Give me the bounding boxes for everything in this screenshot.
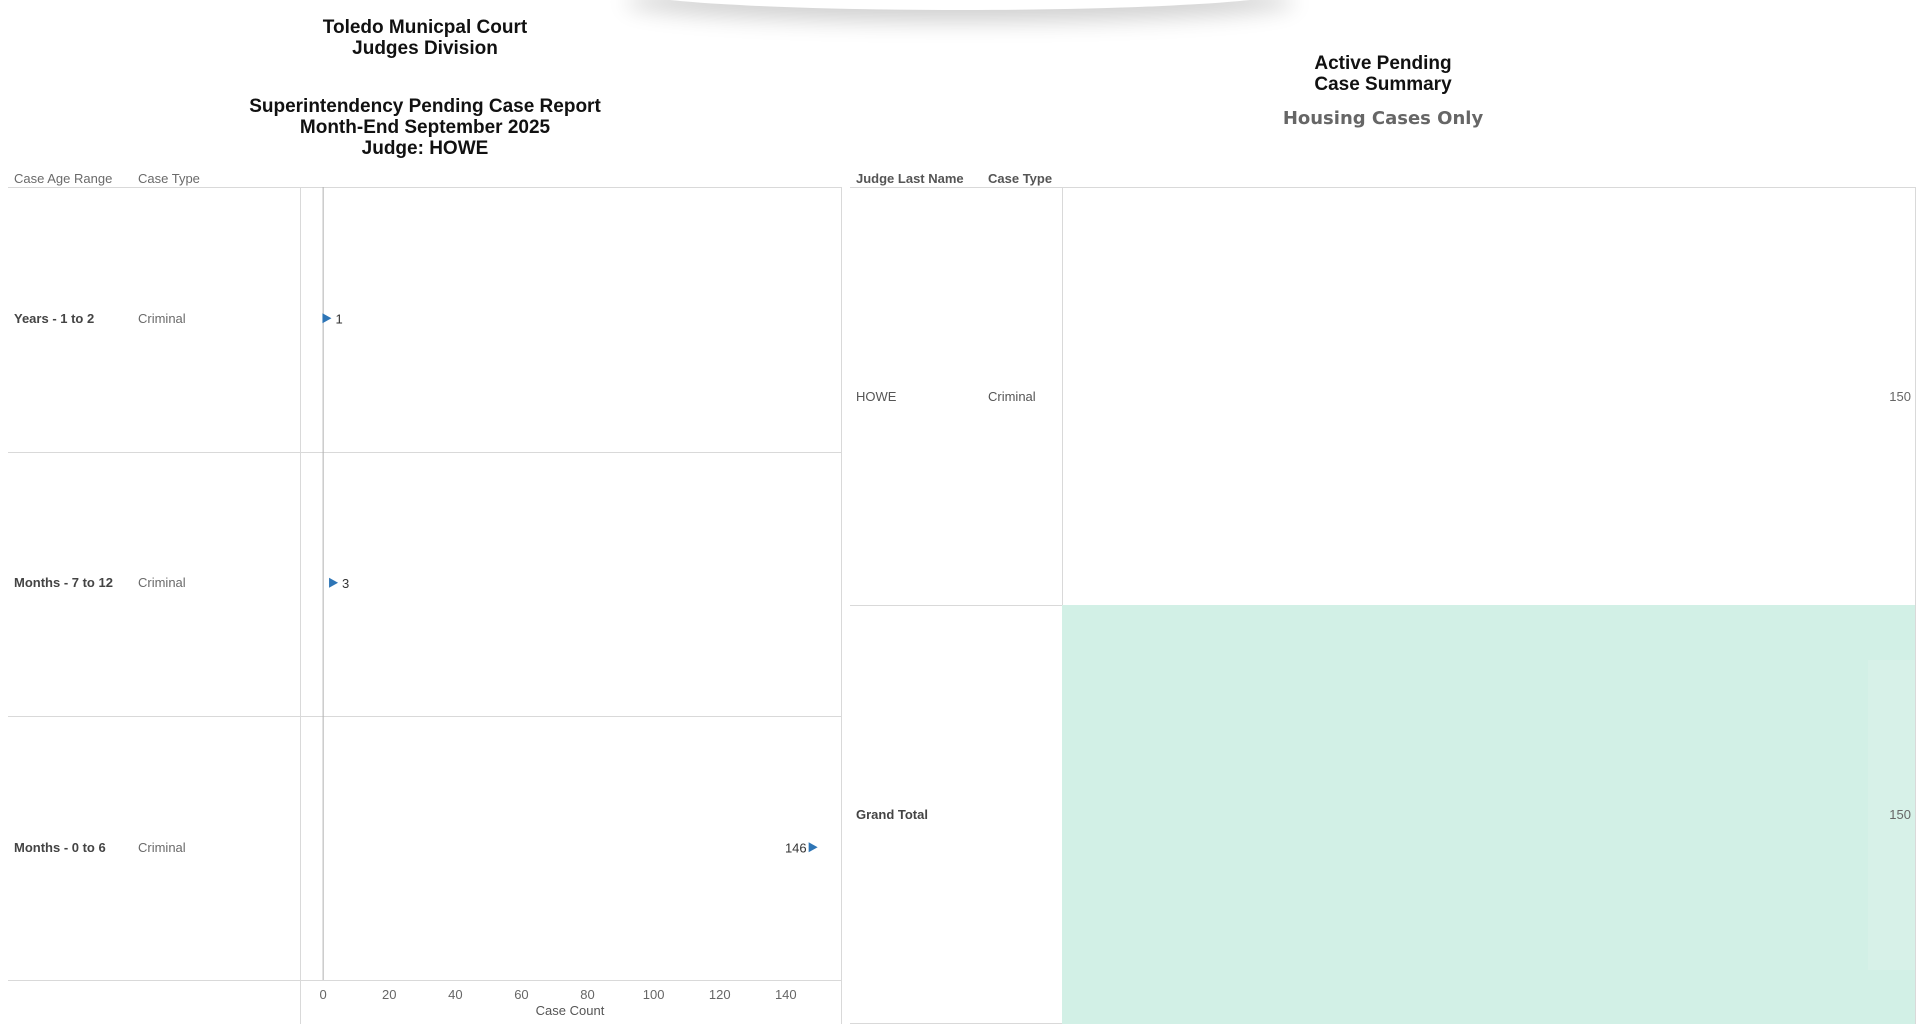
x-tick-label: 60 <box>514 987 528 1002</box>
left-report-header: Toledo Municpal Court Judges Division Su… <box>0 17 850 159</box>
bar-value-label: 146 <box>785 840 807 855</box>
chart-top-rule <box>8 187 842 188</box>
grand-total-value-cell <box>1868 660 1915 970</box>
summary-title-line-2: Case Summary <box>1314 74 1452 95</box>
judge-name-cell[interactable]: HOWE <box>856 389 897 404</box>
x-tick-label: 40 <box>448 987 462 1002</box>
x-tick-label: 120 <box>709 987 731 1002</box>
grand-total-value[interactable]: 150 <box>1889 807 1911 822</box>
report-subtitle-line-1: Superintendency Pending Case Report <box>249 96 601 117</box>
row-age-range-label[interactable]: Months - 0 to 6 <box>14 840 106 855</box>
right-report-header: Active Pending Case Summary Housing Case… <box>1183 53 1583 129</box>
plot-left-rule <box>300 187 301 1024</box>
table-top-rule <box>850 187 1916 188</box>
column-header-case-type[interactable]: Case Type <box>988 171 1053 186</box>
row-divider <box>8 716 842 717</box>
row-case-type-label[interactable]: Criminal <box>138 311 186 326</box>
x-tick-label: 100 <box>643 987 665 1002</box>
summary-subtitle: Housing Cases Only <box>1282 108 1484 129</box>
x-axis-title: Case Count <box>536 1003 605 1018</box>
bar-value-label: 3 <box>342 576 349 591</box>
chart-bottom-rule <box>8 980 842 981</box>
grand-total-label[interactable]: Grand Total <box>856 807 928 822</box>
report-subtitle-line-3: Judge: HOWE <box>361 138 489 159</box>
report-title-line-1: Toledo Municpal Court <box>322 17 528 38</box>
column-header-case-type[interactable]: Case Type <box>138 171 200 186</box>
row-case-type-label[interactable]: Criminal <box>138 575 186 590</box>
x-tick-label: 0 <box>320 987 327 1002</box>
row-age-range-label[interactable]: Months - 7 to 12 <box>14 575 113 590</box>
row-case-type-label[interactable]: Criminal <box>138 840 186 855</box>
report-title-line-2: Judges Division <box>352 38 498 59</box>
case-type-cell[interactable]: Criminal <box>988 389 1036 404</box>
x-tick-label: 20 <box>382 987 396 1002</box>
bar-value-label: 1 <box>335 311 342 326</box>
case-count-chart: 1 3 146 0 20 40 60 80 100 120 140 Case Count <box>320 187 818 1018</box>
pending-count-cell[interactable]: 150 <box>1889 389 1911 404</box>
bar-marker[interactable] <box>808 842 818 853</box>
overlay-shadow <box>625 0 1295 10</box>
row-age-range-label[interactable]: Years - 1 to 2 <box>14 311 95 326</box>
row-divider <box>8 452 842 453</box>
report-subtitle-line-2: Month-End September 2025 <box>299 117 551 138</box>
column-header-judge[interactable]: Judge Last Name <box>856 171 964 186</box>
plot-right-rule <box>841 187 842 1024</box>
grand-total-highlight <box>1062 605 1915 1024</box>
summary-title-line-1: Active Pending <box>1314 53 1452 74</box>
x-tick-label: 80 <box>580 987 594 1002</box>
bar-marker[interactable] <box>329 577 339 588</box>
column-header-age-range[interactable]: Case Age Range <box>14 171 113 186</box>
x-tick-label: 140 <box>775 987 797 1002</box>
bar-marker[interactable] <box>322 313 332 324</box>
